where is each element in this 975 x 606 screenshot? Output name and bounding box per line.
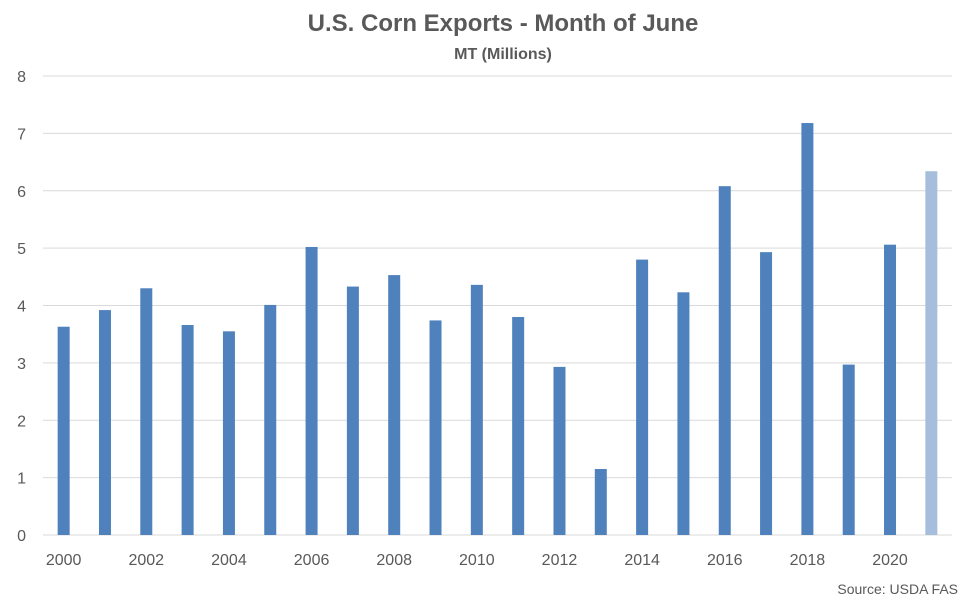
- bar-2014: [636, 259, 649, 535]
- y-tick-label: 2: [17, 413, 26, 430]
- x-tick-label: 2020: [872, 552, 908, 569]
- bar-2006: [305, 246, 318, 536]
- chart-subtitle: MT (Millions): [454, 46, 552, 63]
- x-tick-label: 2004: [211, 552, 247, 569]
- bar-2019: [842, 364, 855, 535]
- x-tick-label: 2018: [790, 552, 826, 569]
- bar-2009: [429, 320, 442, 535]
- x-axis-tick-labels: 2000 2002 2004 2006 2008 2010 2012 2014 2016 2018…: [46, 552, 908, 569]
- x-tick-label: 2000: [46, 552, 82, 569]
- bar-2017: [760, 252, 773, 536]
- y-tick-label: 7: [17, 126, 26, 143]
- source-note: Source: USDA FAS: [837, 581, 958, 597]
- y-axis-tick-labels: 0 1 2 3 4 5 6 7 8: [17, 69, 26, 545]
- y-tick-label: 5: [17, 241, 26, 258]
- x-tick-label: 2016: [707, 552, 743, 569]
- bar-2001: [98, 310, 111, 535]
- bar-2021: [925, 171, 938, 535]
- x-tick-label: 2012: [542, 552, 578, 569]
- y-tick-label: 6: [17, 184, 26, 201]
- bar-2000: [57, 326, 70, 535]
- gridlines: [43, 75, 952, 536]
- y-tick-label: 4: [17, 299, 26, 316]
- bar-2012: [553, 366, 566, 535]
- bar-2010: [470, 284, 483, 535]
- chart-title: U.S. Corn Exports - Month of June: [308, 10, 699, 37]
- bar-2018: [801, 123, 814, 536]
- bar-2016: [718, 186, 731, 535]
- bar-2011: [512, 316, 525, 535]
- bar-2008: [388, 275, 401, 535]
- bar-2002: [140, 288, 153, 535]
- x-tick-label: 2002: [128, 552, 164, 569]
- bars: [57, 123, 938, 536]
- bar-2004: [222, 331, 235, 535]
- x-tick-label: 2006: [294, 552, 330, 569]
- bar-2005: [264, 304, 277, 535]
- x-tick-label: 2008: [376, 552, 412, 569]
- x-tick-label: 2014: [624, 552, 660, 569]
- y-tick-label: 1: [17, 471, 26, 488]
- y-tick-label: 8: [17, 69, 26, 86]
- bar-2015: [677, 292, 690, 535]
- y-tick-label: 0: [17, 528, 26, 545]
- bar-2003: [181, 325, 194, 535]
- bar-2007: [346, 286, 359, 535]
- x-tick-label: 2010: [459, 552, 495, 569]
- bar-2013: [594, 469, 607, 535]
- bar-2020: [884, 244, 897, 535]
- y-tick-label: 3: [17, 356, 26, 373]
